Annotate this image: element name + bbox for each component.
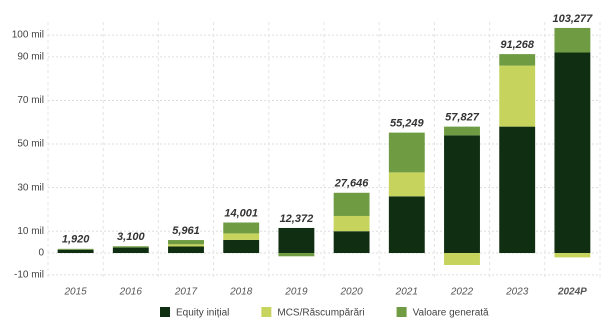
total-label: 14,001: [224, 207, 258, 219]
bar-segment: [223, 222, 260, 234]
x-tick-label: 2016: [119, 287, 143, 298]
bar-segment: [168, 240, 204, 245]
bar-segment: [388, 132, 425, 173]
y-tick-label: 100 mil: [12, 30, 44, 41]
legend-label: Valoare generată: [413, 308, 489, 319]
bar-segment: [333, 215, 370, 232]
total-label: 27,646: [334, 178, 370, 190]
bar-segment: [112, 246, 149, 248]
bar-segment: [168, 244, 204, 247]
bar-segment: [168, 246, 204, 254]
total-label: 55,249: [390, 118, 425, 130]
y-tick-label: 50 mil: [17, 139, 44, 150]
bar-segment: [444, 135, 480, 254]
x-tick-label: 2024P: [557, 287, 587, 298]
bar-segment: [444, 126, 480, 136]
bar-segment: [278, 253, 315, 257]
x-tick-label: 2018: [229, 287, 253, 298]
x-tick-label: 2022: [450, 287, 474, 298]
bar-segment: [499, 126, 536, 254]
y-tick-label: -10 mil: [14, 269, 44, 280]
bar-segment: [57, 248, 94, 250]
x-tick-label: 2021: [395, 287, 418, 298]
bar-segment: [499, 54, 536, 66]
bar-segment: [223, 233, 260, 240]
x-tick-label: 2019: [284, 287, 308, 298]
y-tick-label: 30 mil: [17, 182, 44, 193]
y-tick-label: 90 mil: [17, 52, 44, 63]
total-label: 5,961: [172, 225, 200, 237]
bar-segment: [444, 253, 480, 266]
bar-segment: [333, 231, 370, 254]
bar-segment: [112, 247, 149, 254]
y-tick-label: 10 mil: [17, 226, 44, 237]
total-label: 3,100: [117, 231, 145, 243]
bar-segment: [554, 27, 591, 53]
x-tick-label: 2015: [63, 287, 87, 298]
bar-segment: [499, 65, 536, 127]
x-tick-label: 2023: [505, 287, 529, 298]
y-tick-label: 70 mil: [17, 95, 44, 106]
bar-segment: [554, 253, 591, 258]
legend-swatch: [261, 307, 272, 317]
x-tick-label: 2020: [339, 287, 363, 298]
legend-swatch: [396, 307, 407, 317]
legend-swatch: [160, 307, 170, 317]
x-tick-label: 2017: [174, 287, 198, 298]
legend-label: Equity inițial: [176, 308, 229, 319]
bar-segment: [333, 192, 370, 216]
bar-segment: [388, 172, 425, 197]
bar-segment: [223, 239, 260, 254]
total-label: 91,268: [500, 39, 535, 51]
total-label: 57,827: [445, 112, 480, 124]
bar-segment: [388, 196, 425, 254]
bar-segment: [554, 52, 591, 254]
bar-segment: [278, 227, 315, 254]
y-tick-label: 0: [38, 248, 44, 259]
total-label: 1,920: [62, 234, 90, 246]
legend-label: MCS/Răscumpărări: [277, 308, 364, 319]
total-label: 12,372: [280, 213, 314, 225]
bar-segment: [57, 249, 94, 254]
total-label: 103,277: [553, 13, 594, 25]
